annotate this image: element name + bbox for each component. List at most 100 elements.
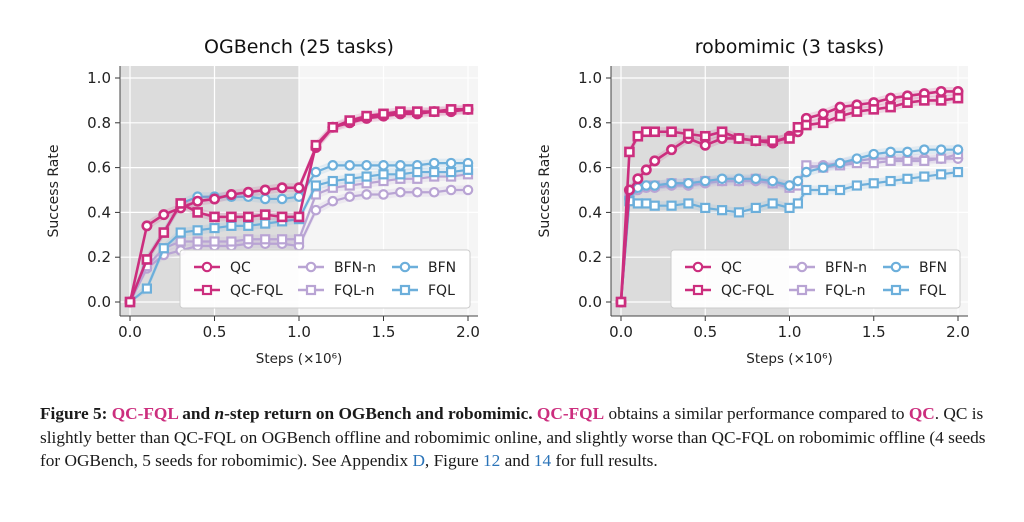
data-point bbox=[293, 211, 305, 223]
data-point bbox=[834, 101, 846, 113]
data-point bbox=[885, 146, 896, 158]
data-point bbox=[243, 220, 254, 231]
x-tick-label: 1.0 bbox=[778, 323, 802, 341]
data-point bbox=[902, 97, 913, 108]
data-point bbox=[649, 126, 661, 138]
data-point bbox=[344, 173, 355, 184]
data-point bbox=[750, 135, 762, 147]
y-tick-label: 0.8 bbox=[578, 114, 602, 132]
y-tick-label: 0.6 bbox=[578, 159, 602, 177]
legend-item-fql: FQL bbox=[392, 283, 455, 299]
legend-marker bbox=[305, 284, 317, 296]
legend-label: QC bbox=[721, 260, 742, 276]
data-point bbox=[276, 182, 288, 194]
x-tick-label: 2.0 bbox=[456, 323, 480, 341]
data-point bbox=[792, 121, 804, 133]
y-axis-label: Success Rate bbox=[46, 145, 62, 238]
legend-marker bbox=[692, 261, 704, 273]
figure-caption: Figure 5: QC-FQL and n-step return on OG… bbox=[40, 402, 990, 473]
legend-marker bbox=[399, 261, 411, 273]
data-point bbox=[902, 146, 913, 158]
y-tick-label: 1.0 bbox=[578, 69, 602, 87]
data-point bbox=[666, 144, 678, 156]
appendix-link[interactable]: D bbox=[412, 451, 425, 470]
data-point bbox=[868, 158, 879, 169]
data-point bbox=[378, 108, 389, 120]
data-point bbox=[640, 126, 652, 138]
data-point bbox=[158, 243, 169, 254]
legend-marker bbox=[796, 284, 808, 296]
caption-sentence-3: , Figure bbox=[424, 451, 484, 470]
legend-label: FQL-n bbox=[825, 283, 866, 299]
legend-marker bbox=[305, 261, 317, 273]
data-point bbox=[918, 95, 930, 106]
data-point bbox=[209, 222, 220, 234]
y-tick-label: 0.4 bbox=[87, 203, 111, 221]
data-point bbox=[277, 234, 288, 245]
legend-label: QC-FQL bbox=[721, 283, 774, 299]
legend-label: BFN-n bbox=[825, 260, 867, 276]
legend-item-fql: FQL bbox=[883, 283, 946, 299]
data-point bbox=[632, 173, 644, 185]
data-point bbox=[141, 220, 153, 232]
data-point bbox=[640, 164, 652, 176]
data-point bbox=[818, 184, 829, 196]
legend-item-fql-n: FQL-n bbox=[789, 283, 866, 299]
legend: QC BFN-n BFN QC-FQL FQL-n FQL bbox=[670, 249, 961, 309]
data-point bbox=[792, 198, 804, 209]
data-point bbox=[175, 198, 186, 209]
data-point bbox=[641, 198, 652, 209]
data-point bbox=[767, 198, 778, 209]
data-point bbox=[446, 166, 457, 178]
data-point bbox=[243, 211, 254, 223]
data-point bbox=[851, 106, 863, 117]
data-point bbox=[412, 166, 423, 178]
data-point bbox=[293, 234, 305, 245]
data-point bbox=[801, 119, 812, 131]
legend-marker bbox=[399, 284, 411, 296]
legend-item-qc: QC bbox=[194, 260, 251, 276]
legend-label: QC bbox=[230, 260, 251, 276]
data-point bbox=[361, 189, 372, 200]
data-point bbox=[192, 236, 203, 247]
data-point bbox=[361, 110, 372, 122]
data-point bbox=[666, 200, 677, 211]
data-point bbox=[462, 104, 474, 115]
data-point bbox=[649, 180, 660, 191]
chart-1: 0.0 0.2 0.4 0.6 0.8 1.0 0.0 0.5 1.0 1.5 2.0 OGBench… bbox=[46, 36, 480, 367]
data-point bbox=[344, 160, 355, 171]
chart-title: robomimic (3 tasks) bbox=[695, 36, 885, 58]
data-point bbox=[378, 189, 389, 200]
data-point bbox=[226, 220, 237, 231]
data-point bbox=[310, 139, 322, 151]
y-tick-label: 1.0 bbox=[87, 69, 111, 87]
legend-label: BFN bbox=[919, 260, 947, 276]
legend-item-fql-n: FQL-n bbox=[298, 283, 375, 299]
data-point bbox=[632, 198, 643, 209]
figure-14-link[interactable]: 14 bbox=[533, 451, 552, 470]
x-tick-label: 0.0 bbox=[609, 323, 633, 341]
data-point bbox=[935, 95, 947, 106]
caption-label: Figure 5: bbox=[40, 404, 108, 423]
data-point bbox=[361, 171, 372, 182]
data-point bbox=[767, 135, 778, 147]
data-point bbox=[952, 166, 964, 178]
caption-title-rest: -step return on OGBench and robomimic. bbox=[224, 404, 533, 423]
data-point bbox=[141, 283, 152, 294]
data-point bbox=[817, 108, 829, 120]
data-point bbox=[209, 193, 221, 205]
data-point bbox=[209, 236, 220, 247]
data-point bbox=[242, 186, 254, 198]
x-tick-label: 1.5 bbox=[862, 323, 886, 341]
data-point bbox=[445, 157, 457, 169]
data-point bbox=[624, 146, 635, 158]
data-point bbox=[733, 133, 745, 144]
data-point bbox=[209, 211, 220, 223]
legend-label: FQL-n bbox=[334, 283, 375, 299]
data-point bbox=[259, 209, 271, 220]
data-point bbox=[784, 133, 795, 144]
data-point bbox=[885, 101, 896, 113]
data-point bbox=[344, 191, 355, 203]
figure-12-link[interactable]: 12 bbox=[483, 451, 501, 470]
x-tick-label: 2.0 bbox=[946, 323, 970, 341]
